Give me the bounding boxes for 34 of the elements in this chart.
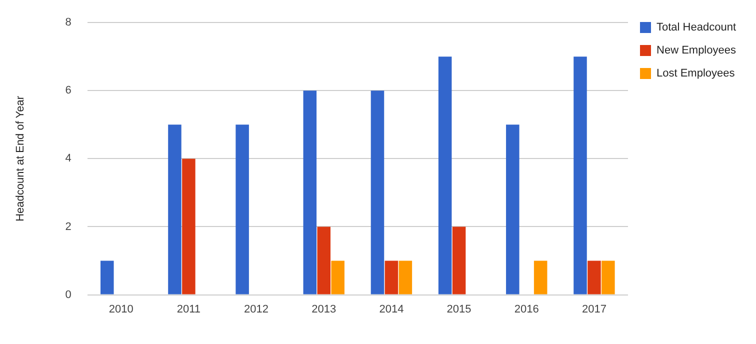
x-tick-label: 2010 bbox=[108, 303, 134, 316]
x-tick-label: 2016 bbox=[514, 303, 539, 316]
bar bbox=[534, 260, 548, 294]
bar bbox=[438, 56, 452, 294]
bar bbox=[100, 260, 114, 294]
x-tick-label: 2014 bbox=[379, 303, 404, 316]
y-tick-label: 6 bbox=[65, 84, 72, 97]
bar bbox=[506, 124, 520, 294]
bar bbox=[398, 260, 412, 294]
legend-label: Total Headcount bbox=[656, 22, 736, 34]
bar bbox=[574, 56, 587, 294]
bar bbox=[303, 90, 317, 294]
y-tick-label: 8 bbox=[65, 16, 72, 29]
x-tick-label: 2013 bbox=[312, 303, 336, 316]
x-tick-label: 2011 bbox=[176, 303, 201, 316]
x-tick-label: 2012 bbox=[244, 303, 269, 316]
y-axis-title: Headcount at End of Year bbox=[14, 96, 27, 222]
bar bbox=[588, 260, 601, 294]
bar bbox=[384, 260, 398, 294]
bar bbox=[370, 90, 384, 294]
y-tick-label: 4 bbox=[65, 152, 72, 165]
x-tick-label: 2015 bbox=[446, 303, 472, 316]
legend-label: Lost Employees bbox=[656, 68, 736, 80]
bar bbox=[182, 158, 196, 294]
bar bbox=[317, 226, 330, 294]
bar bbox=[236, 124, 249, 294]
x-tick-label: 2017 bbox=[582, 303, 606, 316]
bar bbox=[331, 260, 344, 294]
y-tick-label: 0 bbox=[65, 288, 72, 301]
bar bbox=[452, 226, 466, 294]
bar bbox=[602, 260, 615, 294]
y-tick-label: 2 bbox=[65, 220, 72, 233]
legend-label: New Employees bbox=[656, 44, 736, 57]
bar bbox=[168, 124, 182, 294]
